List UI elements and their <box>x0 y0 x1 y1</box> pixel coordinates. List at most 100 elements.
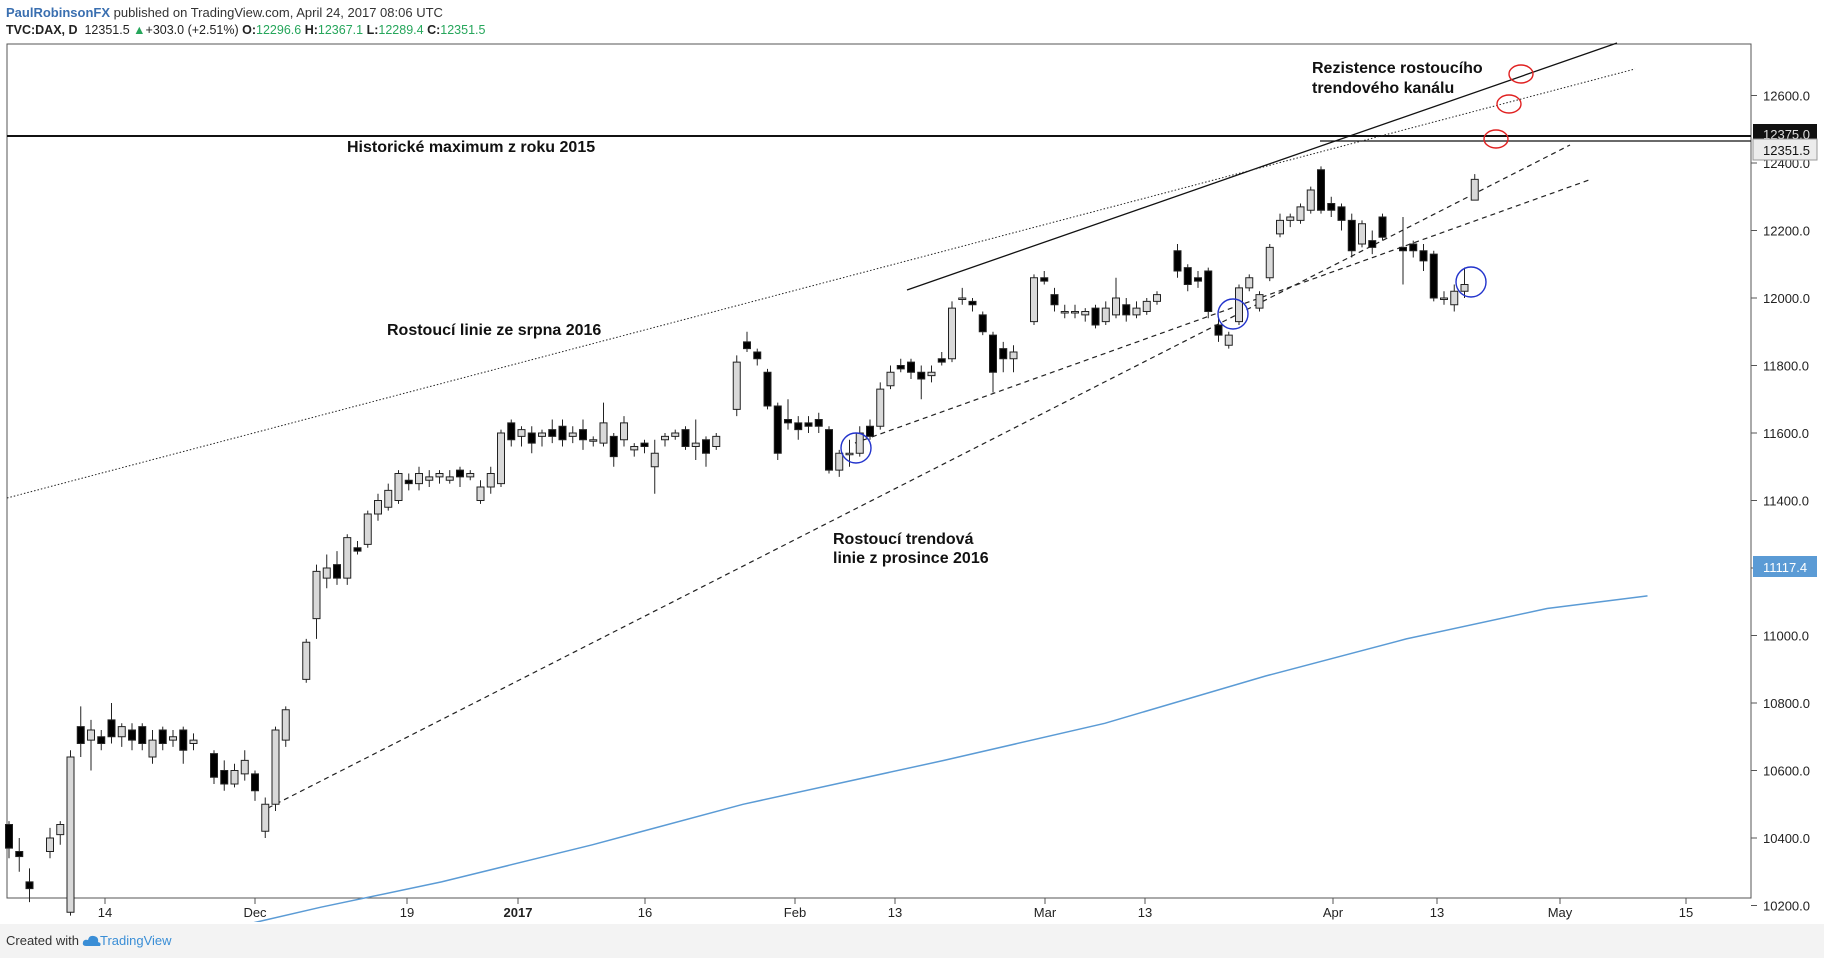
candle-body <box>1306 189 1315 211</box>
candle-body <box>394 473 403 501</box>
candle-body <box>240 759 249 775</box>
candle-body <box>1255 294 1264 309</box>
candle-body <box>609 435 618 458</box>
candle-body <box>107 719 116 738</box>
candle-body <box>404 479 413 485</box>
candle-body <box>189 739 198 744</box>
candle-body <box>896 365 905 370</box>
price-axis[interactable]: 12600.012400.012200.012000.011800.011600… <box>1751 89 1810 914</box>
candle-body <box>845 452 854 456</box>
annotation-historic-max: Historické maximum z roku 2015 <box>347 139 595 156</box>
tradingview-cloud-icon <box>82 935 101 946</box>
candle-body <box>763 371 772 407</box>
support-line-feb <box>854 179 1590 444</box>
candle-body <box>1378 216 1387 238</box>
candle-body <box>230 770 239 785</box>
rising-trendline-dec-2016 <box>267 144 1571 809</box>
highlight-circles <box>840 64 1534 464</box>
candle-body <box>261 803 270 832</box>
candle-body <box>1204 270 1213 312</box>
x-tick-label: 19 <box>400 905 414 920</box>
resistance-line <box>906 42 1618 291</box>
open-label: O: <box>242 23 257 37</box>
candle-body <box>486 473 495 488</box>
candle-body <box>1142 300 1151 312</box>
candle-body <box>1071 311 1079 314</box>
candle-body <box>1091 307 1100 326</box>
x-tick-label: 13 <box>1138 905 1152 920</box>
candle-body <box>927 371 936 377</box>
candle-body <box>1368 240 1377 248</box>
candle-body <box>507 422 516 441</box>
y-tick-label: 10800.0 <box>1763 696 1810 711</box>
y-tick-label: 12000.0 <box>1763 291 1810 306</box>
candle-body <box>1235 287 1243 323</box>
candle-body <box>876 388 885 427</box>
close-label: C: <box>427 23 441 37</box>
candle-body <box>712 435 721 447</box>
candle-body <box>1060 311 1069 314</box>
symbol-label[interactable]: TVC:DAX, D <box>6 23 78 37</box>
candle-body <box>46 837 54 852</box>
candle-body <box>302 641 311 680</box>
low-label: L: <box>366 23 379 37</box>
candle-body <box>1112 297 1120 316</box>
candle-body <box>497 432 505 485</box>
candle-body <box>866 425 874 437</box>
x-tick-label: 14 <box>98 905 112 920</box>
time-axis[interactable]: 14 Dec 19 2017 16 Feb 13 Mar 13 Apr 13 May 15 <box>98 898 1693 920</box>
author-link[interactable]: PaulRobinsonFX <box>6 5 110 20</box>
candle-body <box>97 736 106 744</box>
candle-body <box>456 469 464 478</box>
candle-body <box>138 726 147 744</box>
candle-body <box>158 729 167 744</box>
candle-body <box>1409 243 1418 252</box>
candle-body <box>1327 203 1336 211</box>
x-tick-label: 15 <box>1679 905 1693 920</box>
red-circle <box>1496 94 1522 114</box>
candle-body <box>220 770 229 785</box>
candle-body <box>599 422 608 444</box>
annotation-resistance-line2: trendového kanálu <box>1312 80 1454 97</box>
annotation-trendline-line2: linie z prosince 2016 <box>833 550 989 567</box>
candle-body <box>1040 277 1049 282</box>
x-tick-label: 16 <box>638 905 652 920</box>
x-tick-label: 13 <box>888 905 902 920</box>
candle-body <box>732 361 741 410</box>
blue-circle <box>1455 266 1487 298</box>
candle-body <box>374 500 382 515</box>
candle-body <box>1429 253 1438 299</box>
hidden-level-value: 12375.0 <box>1763 127 1810 142</box>
y-tick-label: 12600.0 <box>1763 89 1810 104</box>
candle-series <box>5 166 1479 916</box>
candle-body <box>1276 219 1284 235</box>
drawing-lines <box>6 42 1751 809</box>
candle-body <box>363 513 372 545</box>
candle-body <box>56 824 65 836</box>
candle-body <box>476 486 485 501</box>
ma-price-tag-value: 11117.4 <box>1763 560 1807 575</box>
candle-body <box>794 422 803 431</box>
tradingview-link[interactable]: TradingView <box>100 933 172 948</box>
candle-body <box>15 851 24 858</box>
candle-body <box>384 489 393 508</box>
candle-body <box>169 736 177 741</box>
high-value: 12367.1 <box>317 23 364 37</box>
candle-body <box>784 419 792 424</box>
candle-body <box>1224 334 1233 346</box>
x-tick-label: May <box>1548 905 1573 920</box>
candle-body <box>1081 311 1090 316</box>
candle-body <box>1317 169 1325 211</box>
candle-body <box>281 709 290 741</box>
red-circle <box>1508 64 1534 84</box>
candle-body <box>1358 223 1366 245</box>
annotation-rising-line: Rostoucí linie ze srpna 2016 <box>387 322 601 339</box>
candle-body <box>66 756 75 913</box>
candle-body <box>1245 277 1254 289</box>
candle-body <box>271 729 280 805</box>
y-tick-label: 11000.0 <box>1763 629 1809 644</box>
candle-body <box>650 452 659 468</box>
price-chart[interactable]: 12600.012400.012200.012000.011800.011600… <box>0 0 1824 922</box>
candle-body <box>640 442 649 447</box>
candle-body <box>579 429 587 441</box>
